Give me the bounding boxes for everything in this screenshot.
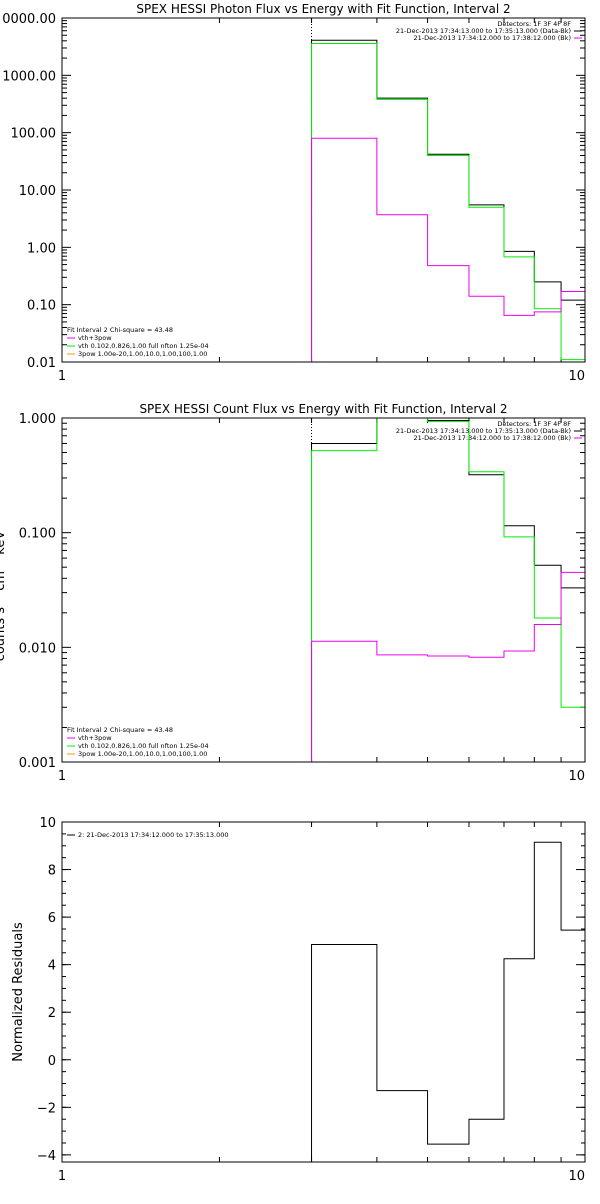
- legend-text: Fit Interval 2 Chi-square = 43.48: [67, 326, 173, 334]
- y-tick-label: 0000.00: [2, 12, 56, 27]
- plot-frame: [61, 17, 586, 363]
- series-1-line: [311, 39, 586, 362]
- panel-2: SPEX HESSI Count Flux vs Energy with Fit…: [0, 402, 586, 784]
- panel-1: SPEX HESSI Photon Flux vs Energy with Fi…: [2, 2, 586, 384]
- legend-text: 3pow 1.00e-20,1.00,10.0,1.00,100,1.00: [78, 350, 207, 358]
- y-tick-label: 8: [48, 864, 56, 879]
- series-2-line: [311, 42, 586, 362]
- y-axis-label: counts s⁻¹ cm⁻² keV⁻¹: [0, 519, 8, 662]
- series-1-line: [311, 417, 586, 762]
- x-tick-label: 10: [568, 1169, 585, 1184]
- chart-title: SPEX HESSI Count Flux vs Energy with Fit…: [139, 402, 507, 416]
- x-tick-label: 10: [568, 369, 585, 384]
- y-tick-label: −2: [37, 1101, 56, 1116]
- y-tick-label: 100.00: [11, 127, 57, 142]
- x-tick-label: 1: [58, 369, 66, 384]
- y-tick-label: 2: [48, 1006, 56, 1021]
- legend-text: vth 0.102,0.826,1.00 full nfton 1.25e-04: [78, 742, 209, 750]
- y-tick-label: 1.00: [27, 241, 56, 256]
- legend-text: Fit Interval 2 Chi-square = 43.48: [67, 726, 173, 734]
- legend-text: 3pow 1.00e-20,1.00,10.0,1.00,100,1.00: [78, 750, 207, 758]
- y-tick-label: 0.001: [19, 756, 56, 771]
- y-tick-label: 1.000: [19, 412, 56, 427]
- panel-3: 1 10 −4 −2 0 2 4 6 8 10 Normalized Residuals 2: 21-…: [11, 816, 586, 1184]
- y-tick-label: 4: [48, 959, 56, 974]
- legend-text: vth+3pow: [78, 334, 112, 342]
- legend-text: 21-Dec-2013 17:34:12.000 to 17:38:12.000…: [414, 434, 572, 442]
- y-tick-label: 0: [48, 1054, 56, 1069]
- series-3-line: [311, 571, 586, 762]
- x-tick-label: 1: [58, 769, 66, 784]
- x-tick-label: 10: [568, 769, 585, 784]
- series-1-line: [311, 841, 586, 1162]
- legend-text: 2: 21-Dec-2013 17:34:12.000 to 17:35:13.…: [78, 831, 229, 839]
- series-2-line: [311, 417, 586, 762]
- y-tick-label: 10.00: [19, 184, 56, 199]
- series-3-line: [311, 137, 586, 362]
- y-tick-label: 0.01: [27, 356, 56, 371]
- legend-text: vth 0.102,0.826,1.00 full nfton 1.25e-04: [78, 342, 209, 350]
- legend-text: 21-Dec-2013 17:34:13.000 to 17:35:13.000…: [396, 27, 571, 35]
- plot-frame: [61, 417, 586, 763]
- legend-text: vth+3pow: [78, 734, 112, 742]
- legend-text: Detectors: 1F 3F 4F 8F: [497, 420, 571, 428]
- legend-text: 21-Dec-2013 17:34:13.000 to 17:35:13.000…: [396, 427, 571, 435]
- legend-text: 21-Dec-2013 17:34:12.000 to 17:38:12.000…: [414, 34, 572, 42]
- legend-text: Detectors: 1F 3F 4F 8F: [497, 20, 571, 28]
- chart-title: SPEX HESSI Photon Flux vs Energy with Fi…: [136, 2, 510, 16]
- y-tick-label: 1000.00: [2, 69, 56, 84]
- x-tick-label: 1: [58, 1169, 66, 1184]
- y-tick-label: 6: [48, 911, 56, 926]
- y-tick-label: 10: [39, 816, 56, 831]
- y-tick-label: −4: [37, 1149, 56, 1164]
- y-tick-label: 0.100: [19, 527, 56, 542]
- y-tick-label: 0.010: [19, 641, 56, 656]
- y-axis-label: Normalized Residuals: [11, 922, 26, 1062]
- plot-frame: [61, 821, 586, 1163]
- y-tick-label: 0.10: [27, 299, 56, 314]
